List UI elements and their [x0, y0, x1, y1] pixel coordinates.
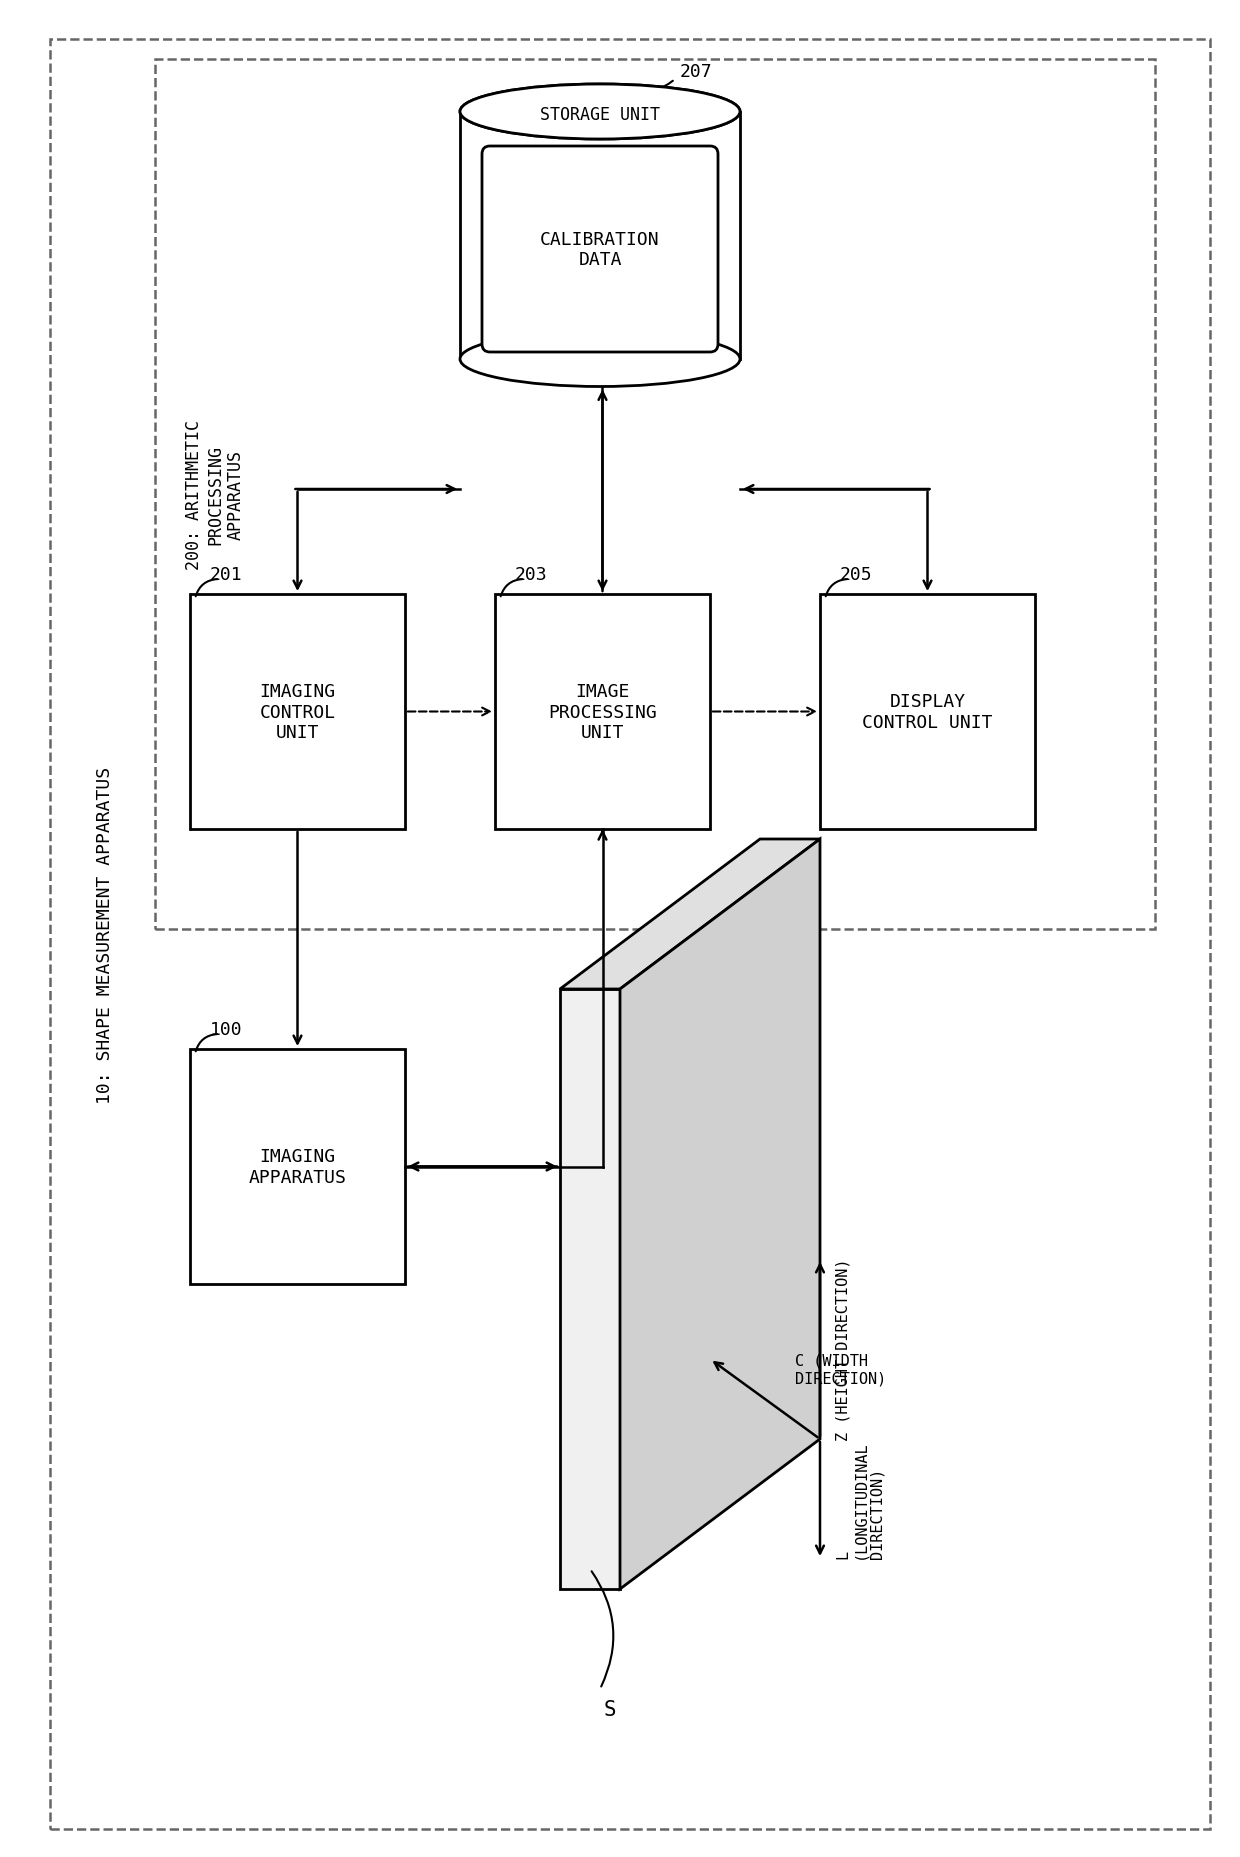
- Bar: [463, 87, 738, 141]
- Text: 203: 203: [515, 566, 548, 583]
- Polygon shape: [560, 839, 820, 990]
- Bar: [155, 59, 1154, 930]
- Text: 10: SHAPE MEASUREMENT APPARATUS: 10: SHAPE MEASUREMENT APPARATUS: [95, 767, 114, 1103]
- Text: Z (HEIGHT DIRECTION): Z (HEIGHT DIRECTION): [835, 1257, 849, 1441]
- Text: 207: 207: [680, 63, 713, 82]
- Bar: [820, 594, 1035, 830]
- Text: 200: ARITHMETIC
PROCESSING
APPARATUS: 200: ARITHMETIC PROCESSING APPARATUS: [185, 420, 244, 570]
- Ellipse shape: [460, 85, 740, 139]
- Bar: [190, 594, 405, 830]
- Text: 205: 205: [839, 566, 873, 583]
- Text: IMAGING
APPARATUS: IMAGING APPARATUS: [248, 1148, 346, 1187]
- Polygon shape: [560, 990, 620, 1590]
- Text: DISPLAY
CONTROL UNIT: DISPLAY CONTROL UNIT: [862, 693, 993, 732]
- Ellipse shape: [460, 85, 740, 139]
- Polygon shape: [620, 839, 820, 1590]
- Bar: [495, 594, 711, 830]
- Text: 100: 100: [210, 1021, 243, 1038]
- Text: IMAGE
PROCESSING
UNIT: IMAGE PROCESSING UNIT: [548, 682, 657, 743]
- Text: C (WIDTH
DIRECTION): C (WIDTH DIRECTION): [795, 1354, 887, 1385]
- Bar: [460, 113, 740, 360]
- Text: L
(LONGITUDINAL
DIRECTION): L (LONGITUDINAL DIRECTION): [835, 1439, 885, 1558]
- FancyBboxPatch shape: [482, 147, 718, 353]
- Text: STORAGE UNIT: STORAGE UNIT: [539, 106, 660, 124]
- Text: CALIBRATION
DATA: CALIBRATION DATA: [541, 230, 660, 269]
- Text: IMAGING
CONTROL
UNIT: IMAGING CONTROL UNIT: [259, 682, 336, 743]
- Text: 201: 201: [210, 566, 243, 583]
- Bar: [190, 1049, 405, 1285]
- Ellipse shape: [460, 332, 740, 388]
- Text: S: S: [604, 1699, 616, 1720]
